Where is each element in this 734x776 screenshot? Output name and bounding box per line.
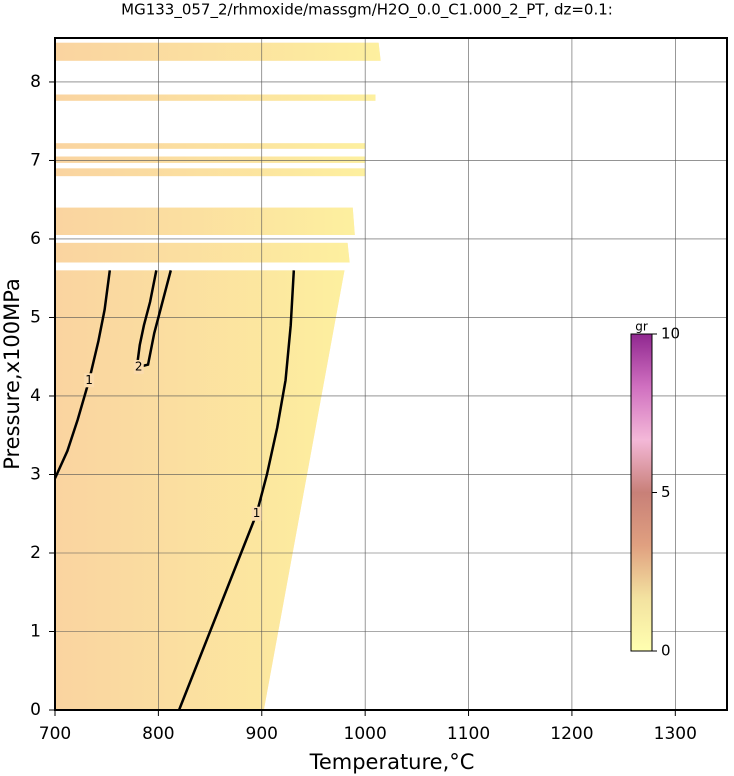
- y-tick-label: 5: [30, 307, 41, 327]
- x-axis-label: Temperature,°C: [309, 750, 475, 774]
- colorbar: [630, 333, 653, 652]
- y-tick-label: 7: [30, 150, 41, 170]
- y-tick-label: 6: [30, 229, 41, 249]
- region-shade: [55, 270, 345, 710]
- region-shade: [55, 168, 366, 177]
- contour-label: 1: [253, 506, 261, 520]
- region-shade: [55, 207, 355, 236]
- plot-frame: [54, 37, 728, 711]
- region-shade: [55, 156, 366, 163]
- y-tick-label: 3: [30, 464, 41, 484]
- y-tick-label: 8: [30, 72, 41, 92]
- colorbar-label: gr: [635, 320, 648, 334]
- colorbar-tick-label: 5: [661, 483, 671, 501]
- y-tick-label: 1: [30, 621, 41, 641]
- x-tick-label: 1200: [550, 724, 593, 744]
- contour-label-bg: [133, 359, 144, 374]
- region-shade: [55, 42, 381, 61]
- x-tick-label: 1100: [447, 724, 490, 744]
- chart-title: MG133_057_2/rhmoxide/massgm/H2O_0.0_C1.0…: [121, 1, 613, 20]
- colorbar-tick-label: 10: [661, 325, 680, 343]
- x-tick-label: 700: [39, 724, 71, 744]
- x-tick-label: 1000: [344, 724, 387, 744]
- contour-label-bg: [251, 506, 262, 521]
- region-shade: [55, 143, 366, 149]
- colorbar-tick-label: 0: [661, 642, 671, 660]
- y-tick-label: 2: [30, 543, 41, 563]
- x-tick-label: 900: [246, 724, 278, 744]
- region-shade: [55, 94, 376, 101]
- region-shade: [55, 242, 350, 263]
- contour-label: 1: [85, 373, 93, 387]
- x-tick-label: 800: [142, 724, 174, 744]
- y-axis-label: Pressure,x100MPa: [0, 278, 24, 470]
- contour-label-bg: [84, 373, 95, 388]
- y-tick-label: 4: [30, 386, 41, 406]
- y-tick-label: 0: [30, 700, 41, 720]
- contour-label: 2: [135, 359, 143, 373]
- x-tick-label: 1300: [654, 724, 697, 744]
